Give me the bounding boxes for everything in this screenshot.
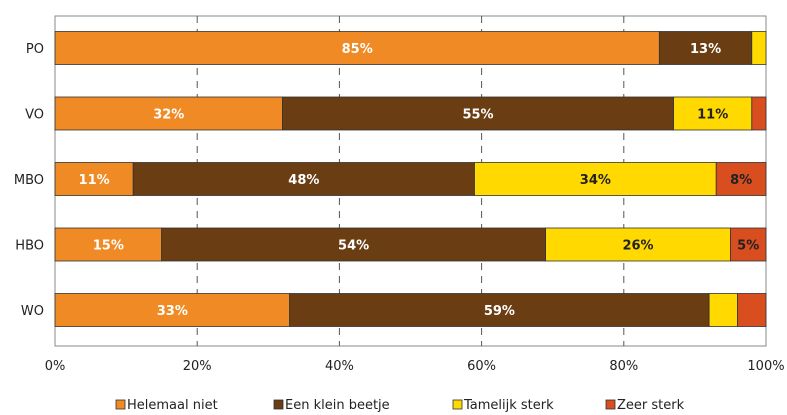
category-label: VO <box>25 108 44 123</box>
legend-swatch <box>115 399 126 410</box>
bar-segment <box>751 96 767 131</box>
category-label: PO <box>26 42 44 57</box>
bar-segment <box>282 96 674 131</box>
bar-data-label: 11% <box>79 173 110 188</box>
bar-data-label: 59% <box>484 304 515 319</box>
bar-segment <box>54 293 291 327</box>
bar-data-label: 33% <box>157 304 188 319</box>
bar-segment <box>673 96 753 131</box>
x-tick-label: 0% <box>45 359 66 374</box>
gridlines <box>196 16 625 346</box>
bar-data-label: 26% <box>622 239 653 254</box>
x-axis-ticks: 0% 20% 40% 60% 80% 100% <box>45 359 785 374</box>
x-tick-label: 20% <box>183 359 212 374</box>
x-tick-label: 80% <box>609 359 638 374</box>
legend: Helemaal niet Een klein beetje Tamelijk st… <box>115 398 685 413</box>
legend-swatch <box>605 399 616 410</box>
bar-segment <box>715 162 767 196</box>
bar-data-label: 11% <box>697 108 728 123</box>
bar-segment <box>161 227 546 262</box>
legend-label: Helemaal niet <box>127 398 218 413</box>
bar-data-label: 15% <box>93 239 124 254</box>
legend-label: Tamelijk sterk <box>463 398 554 413</box>
bar-data-label: 85% <box>342 42 373 57</box>
x-tick-label: 60% <box>467 359 496 374</box>
bar-segment <box>708 293 738 327</box>
bar-segment <box>54 227 163 262</box>
bar-data-label: 13% <box>690 42 721 57</box>
bar-segment <box>132 162 475 196</box>
category-label: HBO <box>15 239 44 254</box>
bar-data-label: 8% <box>730 173 752 188</box>
bar-data-label: 48% <box>288 173 319 188</box>
legend-swatch <box>273 399 284 410</box>
category-labels: PO VO MBO HBO WO <box>14 42 44 319</box>
legend-label: Een klein beetje <box>285 398 390 413</box>
bar-segment <box>545 227 731 262</box>
bar-data-label: 55% <box>462 108 493 123</box>
bar-segment <box>474 162 717 196</box>
x-tick-label: 40% <box>325 359 354 374</box>
bar-segment <box>54 96 283 131</box>
bars: 85% 13% 32% 55% 11% 11% 48% 34% 8% 15% 54% 26% 5% 33%… <box>54 31 767 327</box>
category-label: WO <box>21 304 44 319</box>
bar-data-label: 32% <box>153 108 184 123</box>
bar-segment <box>730 227 767 262</box>
bar-data-label: 5% <box>737 239 759 254</box>
bar-segment <box>737 293 767 327</box>
legend-label: Zeer sterk <box>617 398 685 413</box>
bar-segment <box>54 162 134 196</box>
x-tick-label: 100% <box>747 359 784 374</box>
bar-data-label: 34% <box>580 173 611 188</box>
bar-segment <box>54 31 660 65</box>
category-label: MBO <box>14 173 44 188</box>
bar-data-label: 54% <box>338 239 369 254</box>
legend-swatch <box>452 399 463 410</box>
bar-segment <box>751 31 767 65</box>
